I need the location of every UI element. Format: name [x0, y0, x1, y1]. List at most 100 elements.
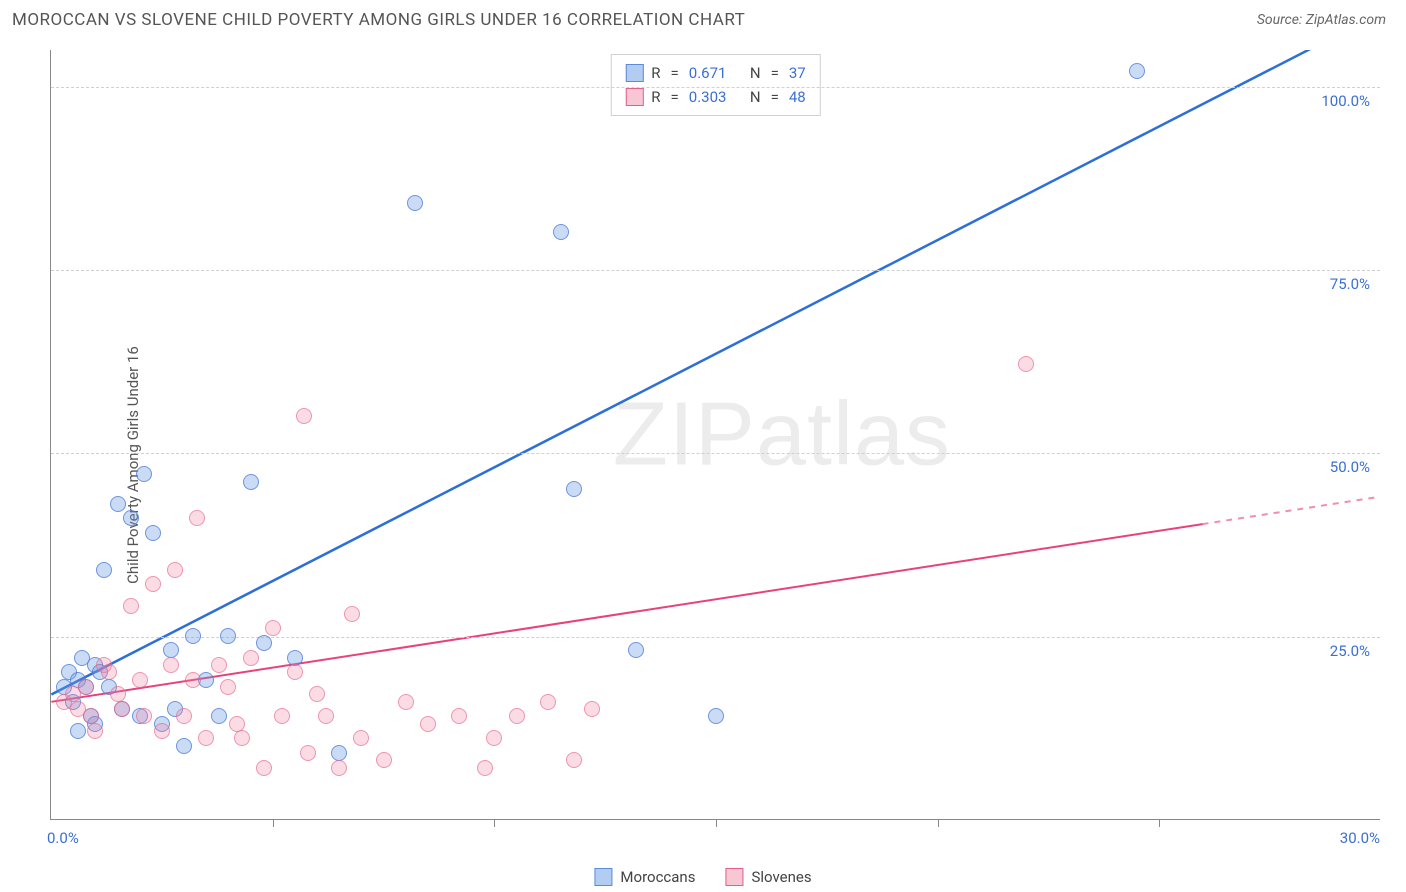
plot-area: ZIPatlas R = 0.671 N = 37 R = 0.303 N	[50, 50, 1380, 820]
chart-container: Child Poverty Among Girls Under 16 ZIPat…	[0, 38, 1406, 892]
data-point	[185, 628, 201, 644]
data-point	[287, 650, 303, 666]
gridline	[51, 270, 1380, 271]
r-value-slovenes: 0.303	[689, 88, 727, 106]
r-label: R	[651, 88, 660, 106]
trend-lines	[51, 50, 1380, 819]
data-point	[318, 708, 334, 724]
legend-item-slovenes: Slovenes	[725, 868, 811, 886]
data-point	[189, 510, 205, 526]
data-point	[211, 708, 227, 724]
n-value-slovenes: 48	[789, 88, 806, 106]
data-point	[274, 708, 290, 724]
data-point	[110, 686, 126, 702]
source-label: Source:	[1257, 12, 1302, 28]
source-attribution: Source: ZipAtlas.com	[1257, 12, 1386, 28]
data-point	[265, 620, 281, 636]
data-point	[136, 466, 152, 482]
data-point	[407, 195, 423, 211]
data-point	[211, 657, 227, 673]
legend-correlation: R = 0.671 N = 37 R = 0.303 N = 48	[610, 54, 820, 116]
data-point	[110, 496, 126, 512]
data-point	[114, 701, 130, 717]
data-point	[566, 481, 582, 497]
n-label: N	[750, 64, 761, 82]
data-point	[176, 708, 192, 724]
swatch-blue-icon	[594, 868, 612, 886]
legend-series: Moroccans Slovenes	[594, 868, 811, 886]
r-label: R	[651, 64, 660, 82]
x-tick	[494, 819, 495, 827]
data-point	[477, 760, 493, 776]
data-point	[1129, 63, 1145, 79]
data-point	[229, 716, 245, 732]
gridline	[51, 87, 1380, 88]
y-tick-label: 100.0%	[1321, 92, 1370, 110]
legend-label-moroccans: Moroccans	[620, 868, 695, 886]
eq-sign: =	[671, 88, 679, 106]
x-tick	[273, 819, 274, 827]
data-point	[83, 708, 99, 724]
data-point	[176, 738, 192, 754]
data-point	[243, 650, 259, 666]
data-point	[309, 686, 325, 702]
x-tick	[716, 819, 717, 827]
data-point	[101, 664, 117, 680]
data-point	[398, 694, 414, 710]
watermark-light: atlas	[756, 384, 951, 484]
data-point	[220, 679, 236, 695]
swatch-pink-icon	[625, 88, 643, 106]
source-link[interactable]: ZipAtlas.com	[1306, 12, 1386, 28]
chart-title: MOROCCAN VS SLOVENE CHILD POVERTY AMONG …	[12, 10, 745, 30]
data-point	[70, 723, 86, 739]
data-point	[256, 760, 272, 776]
data-point	[708, 708, 724, 724]
n-value-moroccans: 37	[789, 64, 806, 82]
data-point	[96, 562, 112, 578]
data-point	[331, 745, 347, 761]
data-point	[123, 510, 139, 526]
data-point	[420, 716, 436, 732]
data-point	[553, 224, 569, 240]
data-point	[540, 694, 556, 710]
data-point	[163, 642, 179, 658]
chart-header: MOROCCAN VS SLOVENE CHILD POVERTY AMONG …	[0, 0, 1406, 38]
n-label: N	[750, 88, 761, 106]
data-point	[167, 562, 183, 578]
data-point	[287, 664, 303, 680]
data-point	[220, 628, 236, 644]
data-point	[163, 657, 179, 673]
data-point	[509, 708, 525, 724]
r-value-moroccans: 0.671	[689, 64, 727, 82]
data-point	[256, 635, 272, 651]
x-tick	[1159, 819, 1160, 827]
x-tick-label-left: 0.0%	[47, 829, 79, 847]
data-point	[451, 708, 467, 724]
legend-item-moroccans: Moroccans	[594, 868, 695, 886]
data-point	[584, 701, 600, 717]
x-tick	[938, 819, 939, 827]
data-point	[376, 752, 392, 768]
gridline	[51, 453, 1380, 454]
swatch-pink-icon	[725, 868, 743, 886]
data-point	[353, 730, 369, 746]
data-point	[331, 760, 347, 776]
data-point	[136, 708, 152, 724]
legend-row-moroccans: R = 0.671 N = 37	[625, 61, 805, 85]
legend-row-slovenes: R = 0.303 N = 48	[625, 85, 805, 109]
watermark-bold: ZIP	[613, 384, 756, 484]
watermark: ZIPatlas	[613, 383, 951, 486]
gridline	[51, 637, 1380, 638]
y-tick-label: 75.0%	[1330, 275, 1370, 293]
eq-sign: =	[771, 64, 779, 82]
data-point	[243, 474, 259, 490]
y-tick-label: 50.0%	[1330, 458, 1370, 476]
data-point	[145, 576, 161, 592]
data-point	[234, 730, 250, 746]
eq-sign: =	[671, 64, 679, 82]
data-point	[1018, 356, 1034, 372]
x-tick-label-right: 30.0%	[1340, 829, 1380, 847]
data-point	[145, 525, 161, 541]
data-point	[198, 730, 214, 746]
data-point	[132, 672, 148, 688]
